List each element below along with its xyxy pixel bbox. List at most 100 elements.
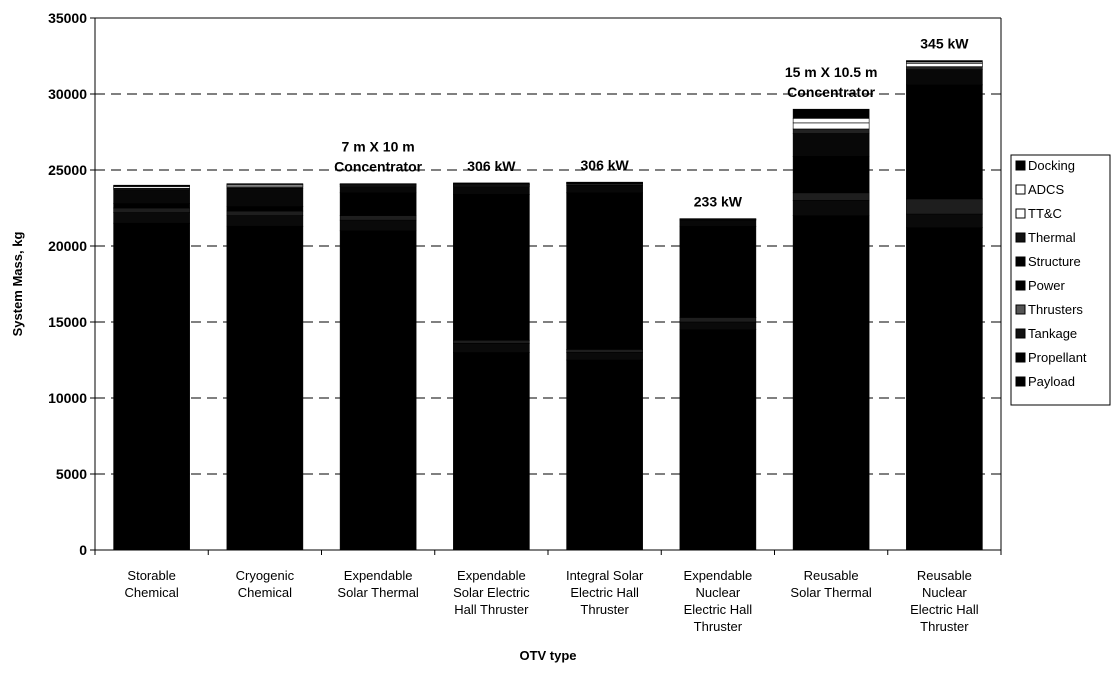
y-tick-label: 20000 bbox=[48, 238, 87, 254]
bar-segment-payload bbox=[679, 473, 757, 551]
y-tick-label: 5000 bbox=[56, 466, 87, 482]
bar-segment-tankage bbox=[339, 219, 417, 232]
bar-segment-power bbox=[113, 203, 190, 209]
bar-annotations: 7 m X 10 m Concentrator 306 kW 306 kW 233 kW… bbox=[334, 36, 969, 210]
bar-segment-payload bbox=[566, 473, 643, 551]
bar-segment-propellant bbox=[226, 225, 304, 475]
bar-annotation: 306 kW bbox=[581, 157, 630, 173]
bar-annotation: 7 m X 10 m Concentrator bbox=[334, 139, 422, 175]
bar-segment-payload bbox=[792, 473, 870, 551]
bar-annotation: 233 kW bbox=[694, 194, 743, 210]
bar-segment-structure bbox=[792, 133, 870, 157]
bar-segment-tankage bbox=[679, 321, 757, 330]
bar-segment-docking bbox=[226, 183, 304, 185]
bar-annotation: 306 kW bbox=[467, 158, 516, 174]
bar-annotation: 345 kW bbox=[920, 36, 969, 52]
bar-segment-tankage bbox=[226, 215, 304, 227]
x-tick-label: Expendable Solar Thermal bbox=[337, 568, 419, 600]
bar-segment-power bbox=[566, 192, 643, 350]
bar-segment-power bbox=[906, 84, 983, 200]
bar-segment-propellant bbox=[906, 227, 983, 475]
bar-segment-thrusters bbox=[566, 349, 643, 353]
bar-segment-payload bbox=[453, 473, 530, 551]
bar-segment-adcs bbox=[679, 218, 757, 220]
bar-segment-thermal bbox=[906, 66, 983, 70]
bar-segment-thrusters bbox=[792, 192, 870, 201]
y-tick-label: 25000 bbox=[48, 162, 87, 178]
bar-segment-tt-c bbox=[906, 63, 983, 67]
legend-swatch bbox=[1015, 256, 1026, 267]
y-tick-label: 15000 bbox=[48, 314, 87, 330]
x-tick-label: Expendable Nuclear Electric Hall Thruster bbox=[684, 568, 753, 634]
bar-segment-docking bbox=[906, 60, 983, 63]
bar-segment-thrusters bbox=[906, 198, 983, 215]
x-tick-label: Storable Chemical bbox=[125, 568, 179, 600]
bar-segment-tankage bbox=[792, 200, 870, 216]
bar-segment-payload bbox=[906, 473, 983, 551]
bar-segment-structure bbox=[226, 187, 304, 207]
bar-segment-thrusters bbox=[453, 339, 530, 344]
y-tick-labels: 0 5000 10000 15000 20000 25000 30000 35000 bbox=[48, 10, 95, 558]
bar-segment-docking bbox=[113, 184, 190, 187]
legend-label: Thermal bbox=[1028, 230, 1076, 245]
legend: Docking ADCS TT&C Thermal Structure Power Thru… bbox=[1010, 154, 1111, 406]
bar-segment-payload bbox=[113, 473, 190, 551]
legend-swatch bbox=[1015, 280, 1026, 291]
legend-swatch bbox=[1015, 232, 1026, 243]
legend-swatch bbox=[1015, 184, 1026, 195]
x-axis-title: OTV type bbox=[519, 648, 576, 663]
y-tick-label: 10000 bbox=[48, 390, 87, 406]
bar-segment-power bbox=[226, 206, 304, 212]
bar-segment-structure bbox=[906, 69, 983, 86]
bar-segment-structure bbox=[339, 186, 417, 194]
bar-segment-structure bbox=[113, 189, 190, 204]
bar-segment-structure bbox=[453, 186, 530, 195]
x-tick-label: Reusable Nuclear Electric Hall Thruster bbox=[910, 568, 979, 634]
legend-swatch bbox=[1015, 208, 1026, 219]
bar-segment-tankage bbox=[113, 212, 190, 224]
bar-segment-docking bbox=[339, 183, 417, 185]
legend-label: ADCS bbox=[1028, 182, 1064, 197]
bar-segment-propellant bbox=[679, 329, 757, 475]
legend-label: Thrusters bbox=[1028, 302, 1083, 317]
bar-annotation: 15 m X 10.5 m Concentrator bbox=[785, 64, 878, 100]
bar-segment-tankage bbox=[566, 352, 643, 361]
legend-swatch bbox=[1015, 376, 1026, 387]
legend-box bbox=[1010, 154, 1111, 406]
bar-segment-propellant bbox=[566, 359, 643, 475]
x-tick-label: Expendable Solar Electric Hall Thruster bbox=[453, 568, 530, 617]
bar-segment-adcs bbox=[792, 118, 870, 124]
legend-label: TT&C bbox=[1028, 206, 1062, 221]
bar-segment-propellant bbox=[113, 222, 190, 475]
bar-segment-tankage bbox=[453, 342, 530, 353]
bar-segment-tt-c bbox=[792, 122, 870, 130]
legend-swatch bbox=[1015, 160, 1026, 171]
bar-segment-docking bbox=[453, 182, 530, 185]
x-tick-label: Integral Solar Electric Hall Thruster bbox=[566, 568, 644, 617]
legend-swatch bbox=[1015, 304, 1026, 315]
bar-segment-power bbox=[679, 225, 757, 318]
y-tick-label: 35000 bbox=[48, 10, 87, 26]
legend-swatch bbox=[1015, 328, 1026, 339]
x-tick-label: Cryogenic Chemical bbox=[236, 568, 295, 600]
bar-segment-thrusters bbox=[113, 207, 190, 213]
x-tick-label: Reusable Solar Thermal bbox=[790, 568, 872, 600]
legend-label: Payload bbox=[1028, 374, 1075, 389]
y-tick-label: 0 bbox=[79, 542, 87, 558]
bar-segment-power bbox=[792, 156, 870, 194]
bar-segment-docking bbox=[792, 108, 870, 119]
bar-segment-docking bbox=[566, 181, 643, 184]
y-tick-label: 30000 bbox=[48, 86, 87, 102]
bar-segment-thrusters bbox=[226, 210, 304, 216]
bar-segment-structure bbox=[679, 219, 757, 227]
y-axis-title: System Mass, kg bbox=[10, 232, 25, 337]
bar-segment-propellant bbox=[339, 230, 417, 475]
legend-label: Structure bbox=[1028, 254, 1081, 269]
legend-label: Docking bbox=[1028, 158, 1075, 173]
bar-segment-payload bbox=[339, 473, 417, 551]
bar-segment-propellant bbox=[792, 215, 870, 475]
bars bbox=[113, 60, 983, 551]
bar-segment-thrusters bbox=[679, 317, 757, 323]
x-tick-labels: Storable Chemical Cryogenic Chemical Expenda… bbox=[94, 550, 1002, 634]
